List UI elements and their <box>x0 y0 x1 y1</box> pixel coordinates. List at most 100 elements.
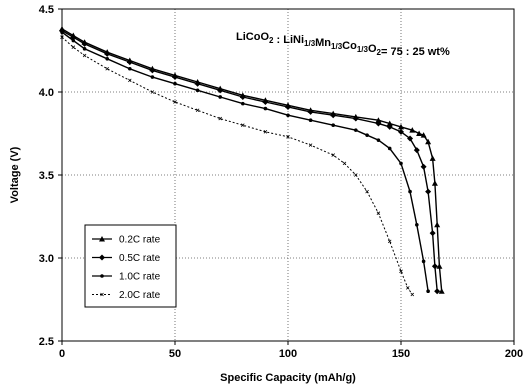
data-point-x <box>405 286 410 290</box>
data-point-diamond <box>194 80 201 87</box>
data-point-diamond <box>407 135 414 142</box>
data-point-dot <box>421 259 426 264</box>
annotation-text: Co <box>342 40 357 52</box>
data-point-x <box>399 269 403 274</box>
data-point-dot <box>150 75 155 79</box>
data-point-x <box>286 135 290 139</box>
data-point-dot <box>354 128 358 132</box>
annotation-subscript: 1/3 <box>304 39 316 48</box>
data-point-x <box>331 153 335 157</box>
data-point-triangle <box>429 155 436 161</box>
y-axis-label: Voltage (V) <box>9 146 21 203</box>
data-point-diamond <box>431 263 438 270</box>
series-layer <box>59 25 445 297</box>
y-tick-labels: 2.5 3.0 3.5 4.0 4.5 <box>39 4 54 348</box>
data-point-diamond <box>239 93 246 100</box>
annotation-text: O <box>368 43 377 55</box>
data-point-x <box>150 90 155 94</box>
data-point-diamond <box>307 108 314 115</box>
legend-label: 0.5C rate <box>119 253 161 264</box>
data-point-dot <box>286 113 290 118</box>
data-point-diamond <box>262 98 269 105</box>
y-tick-label: 3.5 <box>39 170 54 182</box>
data-point-diamond <box>81 40 88 47</box>
data-point-x <box>173 100 177 104</box>
data-point-triangle <box>425 138 432 145</box>
data-point-x <box>128 78 132 83</box>
axis-ticks <box>58 8 515 345</box>
annotation-text: Mn <box>315 37 331 49</box>
data-point-dot <box>60 30 64 35</box>
x-tick-label: 50 <box>169 348 181 360</box>
data-point-diamond <box>398 128 404 135</box>
data-point-triangle <box>386 120 393 127</box>
annotation-text: LiCoO <box>236 31 269 43</box>
data-point-x <box>308 143 313 147</box>
data-point-triangle <box>431 180 438 186</box>
x-axis-label: Specific Capacity (mAh/g) <box>220 372 356 384</box>
data-point-diamond <box>172 74 178 81</box>
x-tick-label: 150 <box>392 348 410 360</box>
x-tick-label: 0 <box>59 348 65 360</box>
series-4 <box>60 35 415 297</box>
data-point-triangle <box>375 117 382 123</box>
data-point-dot <box>263 106 268 111</box>
data-point-dot <box>399 161 403 166</box>
data-point-diamond <box>217 87 224 94</box>
data-point-dot <box>426 289 430 294</box>
data-point-dot <box>408 189 412 194</box>
data-point-dot <box>331 123 336 127</box>
data-point-x <box>354 173 358 177</box>
data-point-diamond <box>375 120 382 127</box>
legend-label: 2.0C rate <box>119 290 161 301</box>
annotation-subscript: 1/3 <box>357 45 369 54</box>
data-point-dot <box>195 88 200 93</box>
data-point-x <box>410 292 415 297</box>
composition-annotation: LiCoO2 : LiNi1/3Mn1/3Co1/3O2= 75 : 25 wt… <box>236 31 450 58</box>
data-point-x <box>60 35 64 40</box>
x-tick-labels: 0 50 100 150 200 <box>59 348 523 360</box>
data-point-diamond <box>386 123 393 130</box>
data-point-diamond <box>420 163 427 170</box>
data-point-dot <box>71 38 76 43</box>
data-point-dot <box>100 274 104 278</box>
data-point-x <box>105 66 109 71</box>
data-point-diamond <box>149 67 156 74</box>
data-point-triangle <box>438 288 445 294</box>
data-point-dot <box>365 133 369 137</box>
data-point-dot <box>218 95 222 99</box>
x-tick-label: 200 <box>505 348 523 360</box>
annotation-subscript: 2 <box>269 36 274 45</box>
data-point-triangle <box>420 132 427 138</box>
data-point-dot <box>376 138 381 142</box>
series-3 <box>60 30 430 294</box>
data-point-x <box>218 116 222 121</box>
y-tick-label: 4.0 <box>39 87 54 99</box>
data-point-x <box>71 45 76 49</box>
annotation-subscript: 1/3 <box>331 42 343 51</box>
data-point-triangle <box>416 130 423 136</box>
data-point-dot <box>105 57 109 61</box>
y-tick-label: 3.0 <box>39 253 54 265</box>
data-point-diamond <box>126 59 133 66</box>
data-point-dot <box>173 81 177 86</box>
data-point-dot <box>241 101 245 106</box>
data-point-triangle <box>99 236 105 242</box>
series-2 <box>59 27 441 295</box>
legend: 0.2C rate 0.5C rate 1.0C rate 2.0C rate <box>84 224 177 308</box>
legend-label: 1.0C rate <box>119 272 161 283</box>
data-point-triangle <box>398 123 404 130</box>
data-point-dot <box>415 223 419 227</box>
data-point-dot <box>387 146 392 151</box>
data-point-dot <box>82 47 87 51</box>
series-line <box>61 36 413 295</box>
y-tick-label: 4.5 <box>39 4 54 16</box>
data-point-x <box>263 130 268 134</box>
data-point-x <box>100 292 104 297</box>
data-point-x <box>342 161 347 166</box>
legend-label: 0.2C rate <box>119 235 161 246</box>
data-point-x <box>387 239 392 244</box>
data-point-x <box>376 211 381 215</box>
data-point-triangle <box>409 127 416 133</box>
